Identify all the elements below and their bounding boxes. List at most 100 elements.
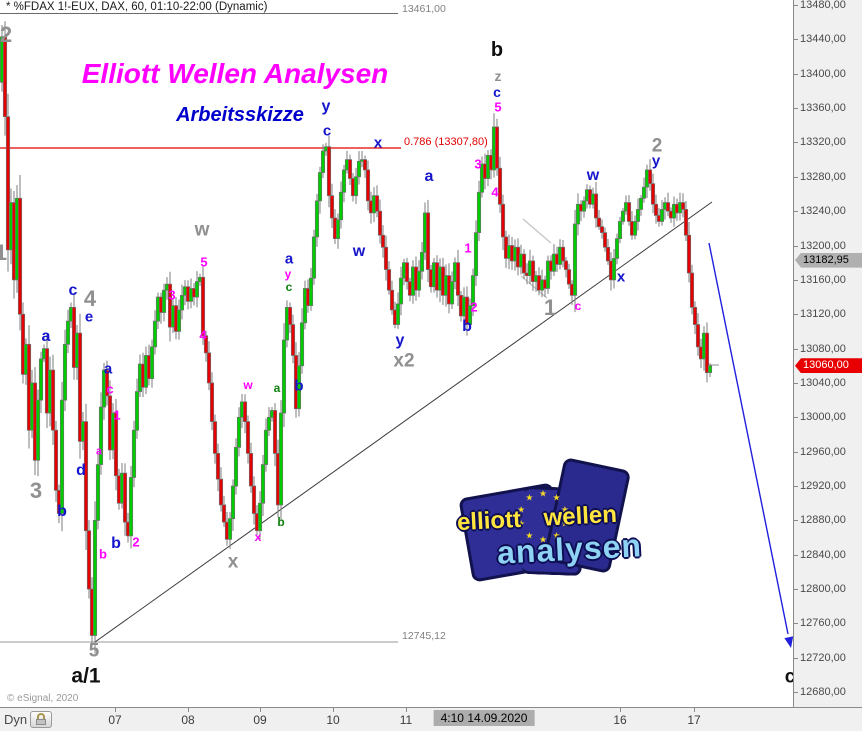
projection-arrow bbox=[708, 242, 789, 635]
last-price-marker: 13060,00 bbox=[795, 358, 862, 374]
candle-body bbox=[449, 281, 455, 305]
wave-label: a/1 bbox=[71, 664, 101, 688]
candle-body bbox=[395, 303, 401, 325]
price-tick-label: 12760,00 bbox=[800, 617, 846, 630]
candle-body bbox=[230, 485, 236, 520]
wave-label: 3 bbox=[29, 478, 43, 503]
price-tick bbox=[794, 108, 798, 110]
candle-body bbox=[200, 276, 206, 337]
time-tick bbox=[115, 708, 116, 712]
candle-body bbox=[365, 169, 371, 202]
wave-label: 1 bbox=[0, 240, 8, 265]
axis-lock-button[interactable] bbox=[30, 711, 52, 728]
candle-body bbox=[602, 232, 608, 248]
candle-body bbox=[92, 520, 98, 636]
candle-body bbox=[497, 167, 503, 205]
candle-body bbox=[473, 232, 479, 276]
time-tick-label: 09 bbox=[253, 713, 267, 727]
wave-label: 3 bbox=[168, 287, 176, 303]
candle-body bbox=[476, 191, 482, 233]
candle-body bbox=[494, 126, 500, 169]
wave-label: y bbox=[651, 152, 661, 170]
candle-body bbox=[500, 203, 506, 238]
watermark-subheading: Arbeitsskizze bbox=[176, 104, 304, 126]
wave-label: w bbox=[243, 378, 253, 392]
price-tick bbox=[794, 176, 798, 178]
wave-label: a bbox=[95, 445, 103, 458]
star-icon: ★ bbox=[538, 488, 548, 499]
candle-body bbox=[161, 289, 167, 313]
wave-label: 4 bbox=[199, 327, 207, 343]
time-tick-label: 11 bbox=[399, 713, 413, 727]
time-tick-label: 08 bbox=[181, 713, 195, 727]
candle-body bbox=[221, 504, 227, 523]
wave-label: 2 bbox=[0, 22, 13, 47]
wave-label: x bbox=[227, 551, 239, 573]
price-tick-label: 12960,00 bbox=[800, 445, 846, 458]
price-tick bbox=[794, 417, 798, 419]
candle-body bbox=[194, 281, 200, 298]
candle-body bbox=[611, 258, 617, 281]
star-icon: ★ bbox=[552, 530, 561, 541]
candle-body bbox=[128, 477, 134, 537]
price-tick bbox=[794, 211, 798, 213]
time-axis[interactable]: Dyn 4:10 14.09.2020 07 08 09 10 11 16 17 bbox=[0, 707, 862, 731]
candle-body bbox=[356, 160, 362, 178]
candle-body bbox=[251, 485, 257, 514]
price-tick bbox=[794, 554, 798, 556]
candle-body bbox=[212, 421, 218, 454]
candle-body bbox=[419, 252, 425, 272]
candle-body bbox=[341, 169, 347, 193]
candle-body bbox=[95, 464, 101, 521]
time-tick-label: 16 bbox=[613, 713, 627, 727]
candle-body bbox=[215, 453, 221, 480]
candle-body bbox=[467, 305, 473, 325]
price-tick bbox=[794, 520, 798, 522]
candle-body bbox=[326, 146, 332, 197]
wave-label: 2 bbox=[470, 299, 478, 315]
price-tick-label: 12840,00 bbox=[800, 548, 846, 561]
star-icon: ★ bbox=[538, 534, 548, 545]
candle-body bbox=[149, 346, 155, 380]
time-tick bbox=[620, 708, 621, 712]
candle-body bbox=[617, 221, 623, 239]
candle-body bbox=[659, 209, 665, 222]
candle-body bbox=[335, 219, 341, 239]
time-tick-label: 07 bbox=[108, 713, 122, 727]
wave-label: c bbox=[322, 122, 332, 140]
price-tick-label: 13040,00 bbox=[800, 376, 846, 389]
price-tick-label: 13160,00 bbox=[800, 273, 846, 286]
candle-body bbox=[650, 183, 656, 205]
candle-body bbox=[389, 289, 395, 311]
candle-body bbox=[308, 277, 314, 306]
candle-body bbox=[242, 401, 248, 422]
candle-body bbox=[203, 335, 209, 354]
time-tick bbox=[333, 708, 334, 712]
price-tick-label: 13320,00 bbox=[800, 136, 846, 149]
price-axis[interactable]: 13182,95 13060,00 13480,00 13440,00 13400,… bbox=[793, 0, 862, 707]
wave-label: b bbox=[57, 503, 67, 520]
candle-body bbox=[35, 399, 41, 461]
wave-label: 4 bbox=[491, 184, 499, 200]
wave-label: c bbox=[574, 299, 582, 313]
price-tick bbox=[794, 382, 798, 384]
wave-label: y bbox=[321, 98, 331, 115]
wave-label: a bbox=[284, 250, 294, 268]
wave-label: a bbox=[41, 328, 51, 345]
time-tick bbox=[406, 708, 407, 712]
star-icon: ★ bbox=[517, 504, 526, 515]
price-tick bbox=[794, 589, 798, 591]
candle-body bbox=[176, 309, 182, 332]
candle-body bbox=[59, 399, 65, 514]
wave-label: 5 bbox=[88, 640, 100, 662]
wave-label: c bbox=[106, 381, 114, 397]
candle-body bbox=[683, 209, 689, 236]
chart-plot-area[interactable]: * %FDAX 1!-EUX, DAX, 60, 01:10-22:00 (Dy… bbox=[0, 0, 793, 707]
major-low-line-label: 12745,12 bbox=[402, 630, 446, 642]
candle-body bbox=[299, 322, 305, 367]
price-tick bbox=[794, 279, 798, 281]
wave-label: x bbox=[254, 530, 262, 544]
price-tick-label: 12920,00 bbox=[800, 480, 846, 493]
price-tick-label: 13400,00 bbox=[800, 67, 846, 80]
price-tick bbox=[794, 348, 798, 350]
